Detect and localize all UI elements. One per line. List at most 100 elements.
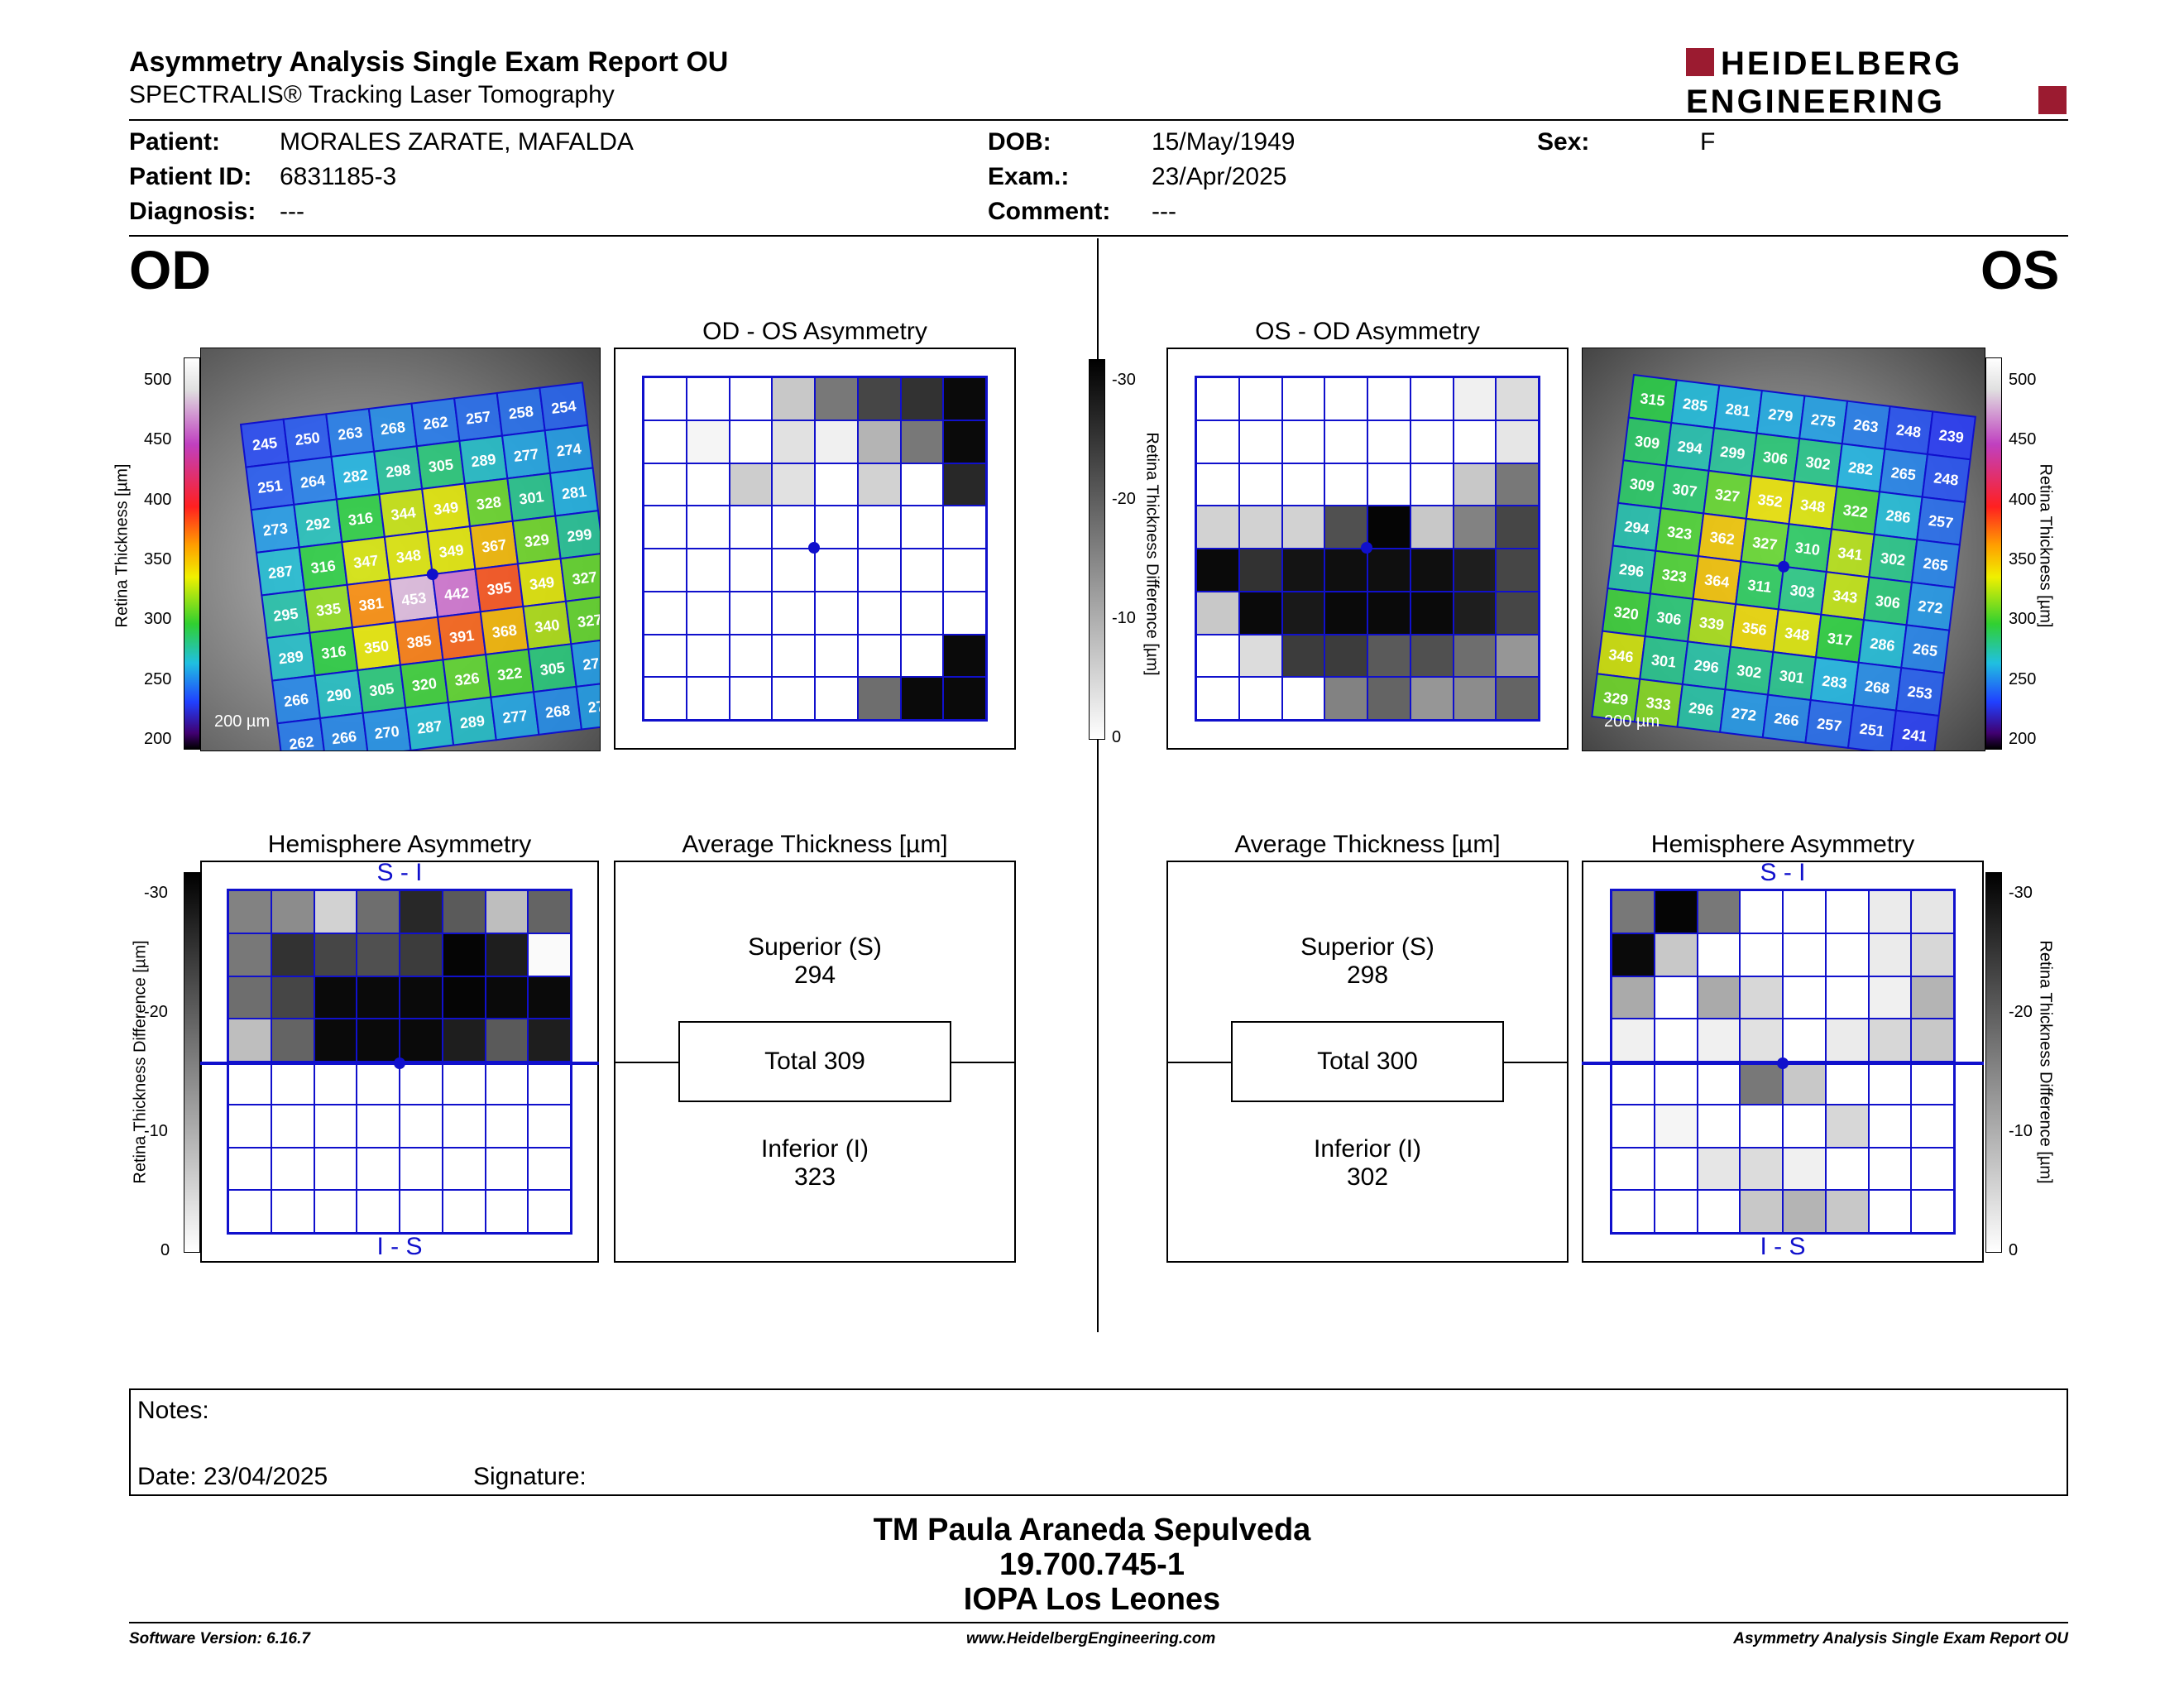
od-map-value-0-2: 263 bbox=[337, 424, 363, 444]
diagnosis-label: Diagnosis: bbox=[129, 198, 256, 225]
os-hemi-cell-5-4 bbox=[1783, 1104, 1826, 1148]
od-asym-cell-6-7 bbox=[943, 634, 986, 678]
od-asym-cell-1-3 bbox=[772, 420, 815, 463]
notes-label: Notes: bbox=[137, 1397, 209, 1424]
os-hemi-cell-4-4 bbox=[1783, 1062, 1826, 1105]
od-map-value-4-1: 335 bbox=[315, 600, 342, 620]
header-divider bbox=[129, 119, 2068, 121]
patient-id-label: Patient ID: bbox=[129, 163, 252, 190]
os-map-value-1-7: 248 bbox=[1933, 469, 1959, 489]
os-hemi-cell-6-2 bbox=[1697, 1147, 1741, 1191]
os-total-box: Total 300 bbox=[1231, 1021, 1504, 1102]
od-map-value-7-2: 270 bbox=[374, 722, 400, 742]
os-inferior-label: Inferior (I) bbox=[1313, 1135, 1422, 1163]
os-hemi-cell-3-7 bbox=[1911, 1019, 1954, 1062]
os-hemi-cell-4-3 bbox=[1740, 1062, 1783, 1105]
od-asym-cell-2-0 bbox=[644, 463, 687, 506]
od-asym-cell-7-4 bbox=[815, 677, 858, 720]
os-hemi-cell-1-6 bbox=[1868, 933, 1912, 976]
od-map-value-7-5: 277 bbox=[501, 707, 528, 727]
os-asym-cell-1-5 bbox=[1410, 420, 1454, 463]
patient-label: Patient: bbox=[129, 128, 221, 156]
od-asym-cell-6-4 bbox=[815, 634, 858, 678]
os-hemi-cell-4-1 bbox=[1654, 1062, 1698, 1105]
os-map-cell-7-7 bbox=[1889, 709, 1940, 750]
center-tick-0: 0 bbox=[1112, 728, 1122, 746]
od-map-value-6-1: 290 bbox=[326, 685, 352, 705]
od-asym-cell-3-5 bbox=[857, 506, 901, 549]
od-asym-cell-4-6 bbox=[900, 549, 944, 592]
os-asym-cell-3-4 bbox=[1367, 506, 1410, 549]
od-asym-cell-7-5 bbox=[857, 677, 901, 720]
website-link[interactable]: www.HeidelbergEngineering.com bbox=[966, 1630, 1216, 1647]
os-asym-cell-7-0 bbox=[1196, 677, 1239, 720]
od-hemi-cell-2-5 bbox=[442, 976, 486, 1019]
os-asym-cell-1-4 bbox=[1367, 420, 1410, 463]
od-map-value-1-0: 251 bbox=[256, 477, 283, 496]
od-asymmetry-title: OD - OS Asymmetry bbox=[702, 318, 927, 345]
od-asym-cell-3-3 bbox=[772, 506, 815, 549]
os-hemi-cell-1-2 bbox=[1697, 933, 1741, 976]
info-divider bbox=[129, 235, 2068, 237]
os-map-value-1-6: 265 bbox=[1890, 464, 1917, 484]
patient-id: 6831185-3 bbox=[280, 163, 397, 190]
od-hemi-cell-4-2 bbox=[314, 1062, 357, 1105]
od-asym-cell-1-0 bbox=[644, 420, 687, 463]
od-asym-cell-7-3 bbox=[772, 677, 815, 720]
od-asym-cell-3-1 bbox=[686, 506, 730, 549]
heidelberg-logo: HEIDELBERG ENGINEERING bbox=[1686, 46, 2068, 120]
od-tick-200: 200 bbox=[144, 730, 172, 748]
os-map-value-7-2: 296 bbox=[1688, 699, 1714, 719]
os-map-value-1-1: 294 bbox=[1677, 438, 1703, 458]
od-hemi-cell-3-1 bbox=[271, 1019, 314, 1062]
od-asym-cell-6-0 bbox=[644, 634, 687, 678]
od-hemi-axis-label: Retina Thickness Difference [µm] bbox=[131, 940, 150, 1184]
od-map-value-6-5: 322 bbox=[496, 664, 523, 684]
os-map-value-2-6: 286 bbox=[1885, 506, 1911, 526]
od-tick-500: 500 bbox=[144, 371, 172, 389]
os-map-value-3-4: 310 bbox=[1794, 539, 1821, 559]
od-map-value-7-1: 266 bbox=[331, 728, 357, 748]
os-map-value-5-4: 348 bbox=[1784, 625, 1810, 645]
od-hemi-cell-2-6 bbox=[485, 976, 529, 1019]
os-asym-cell-2-6 bbox=[1453, 463, 1497, 506]
od-map-value-1-2: 282 bbox=[342, 467, 369, 487]
os-asymmetry-title: OS - OD Asymmetry bbox=[1255, 318, 1480, 345]
dob-value: 15/May/1949 bbox=[1152, 128, 1296, 156]
os-asym-cell-3-6 bbox=[1453, 506, 1497, 549]
os-avg-title: Average Thickness [µm] bbox=[1234, 831, 1501, 858]
od-map-value-2-3: 344 bbox=[390, 504, 416, 524]
od-asym-cell-1-5 bbox=[857, 420, 901, 463]
od-label: OD bbox=[129, 239, 211, 300]
od-map-value-2-4: 349 bbox=[433, 499, 459, 519]
od-map-value-2-2: 316 bbox=[347, 509, 374, 529]
od-hemi-cell-4-5 bbox=[442, 1062, 486, 1105]
od-inferior-value: 323 bbox=[793, 1163, 836, 1191]
os-map-value-2-1: 307 bbox=[1671, 481, 1698, 501]
od-map-value-4-6: 349 bbox=[529, 573, 555, 593]
od-map-value-6-0: 266 bbox=[283, 691, 309, 711]
od-hemi-cell-7-4 bbox=[400, 1190, 443, 1233]
os-map-value-1-0: 309 bbox=[1634, 433, 1660, 453]
od-map-value-7-0: 262 bbox=[288, 733, 314, 750]
od-map-value-0-6: 258 bbox=[508, 403, 534, 423]
os-map-value-3-2: 362 bbox=[1709, 529, 1736, 549]
od-asym-cell-3-2 bbox=[729, 506, 773, 549]
os-hemi-cell-5-7 bbox=[1911, 1104, 1954, 1148]
software-version: Software Version: 6.16.7 bbox=[129, 1630, 310, 1647]
od-map-value-0-5: 257 bbox=[465, 408, 491, 428]
os-hemi-cell-7-3 bbox=[1740, 1190, 1783, 1233]
od-asym-cell-2-4 bbox=[815, 463, 858, 506]
od-map-value-2-0: 273 bbox=[262, 520, 289, 539]
os-hemi-tick-m30: -30 bbox=[2009, 884, 2033, 902]
os-hemi-cell-0-2 bbox=[1697, 890, 1741, 933]
notes-box[interactable]: Notes: Date: 23/04/2025 Signature: bbox=[129, 1388, 2068, 1496]
os-asym-cell-0-3 bbox=[1324, 377, 1367, 420]
logo-line2: ENGINEERING bbox=[1686, 84, 1945, 116]
od-asym-cell-1-2 bbox=[729, 420, 773, 463]
od-map-value-5-7: 327 bbox=[577, 611, 600, 631]
os-hemi-cell-6-7 bbox=[1911, 1147, 1954, 1191]
od-asym-cell-6-2 bbox=[729, 634, 773, 678]
os-map-grid: 315 285 281 279 275 263 248 239 309 294 299 306 302 2… bbox=[1591, 373, 1977, 750]
os-asym-cell-1-7 bbox=[1496, 420, 1539, 463]
